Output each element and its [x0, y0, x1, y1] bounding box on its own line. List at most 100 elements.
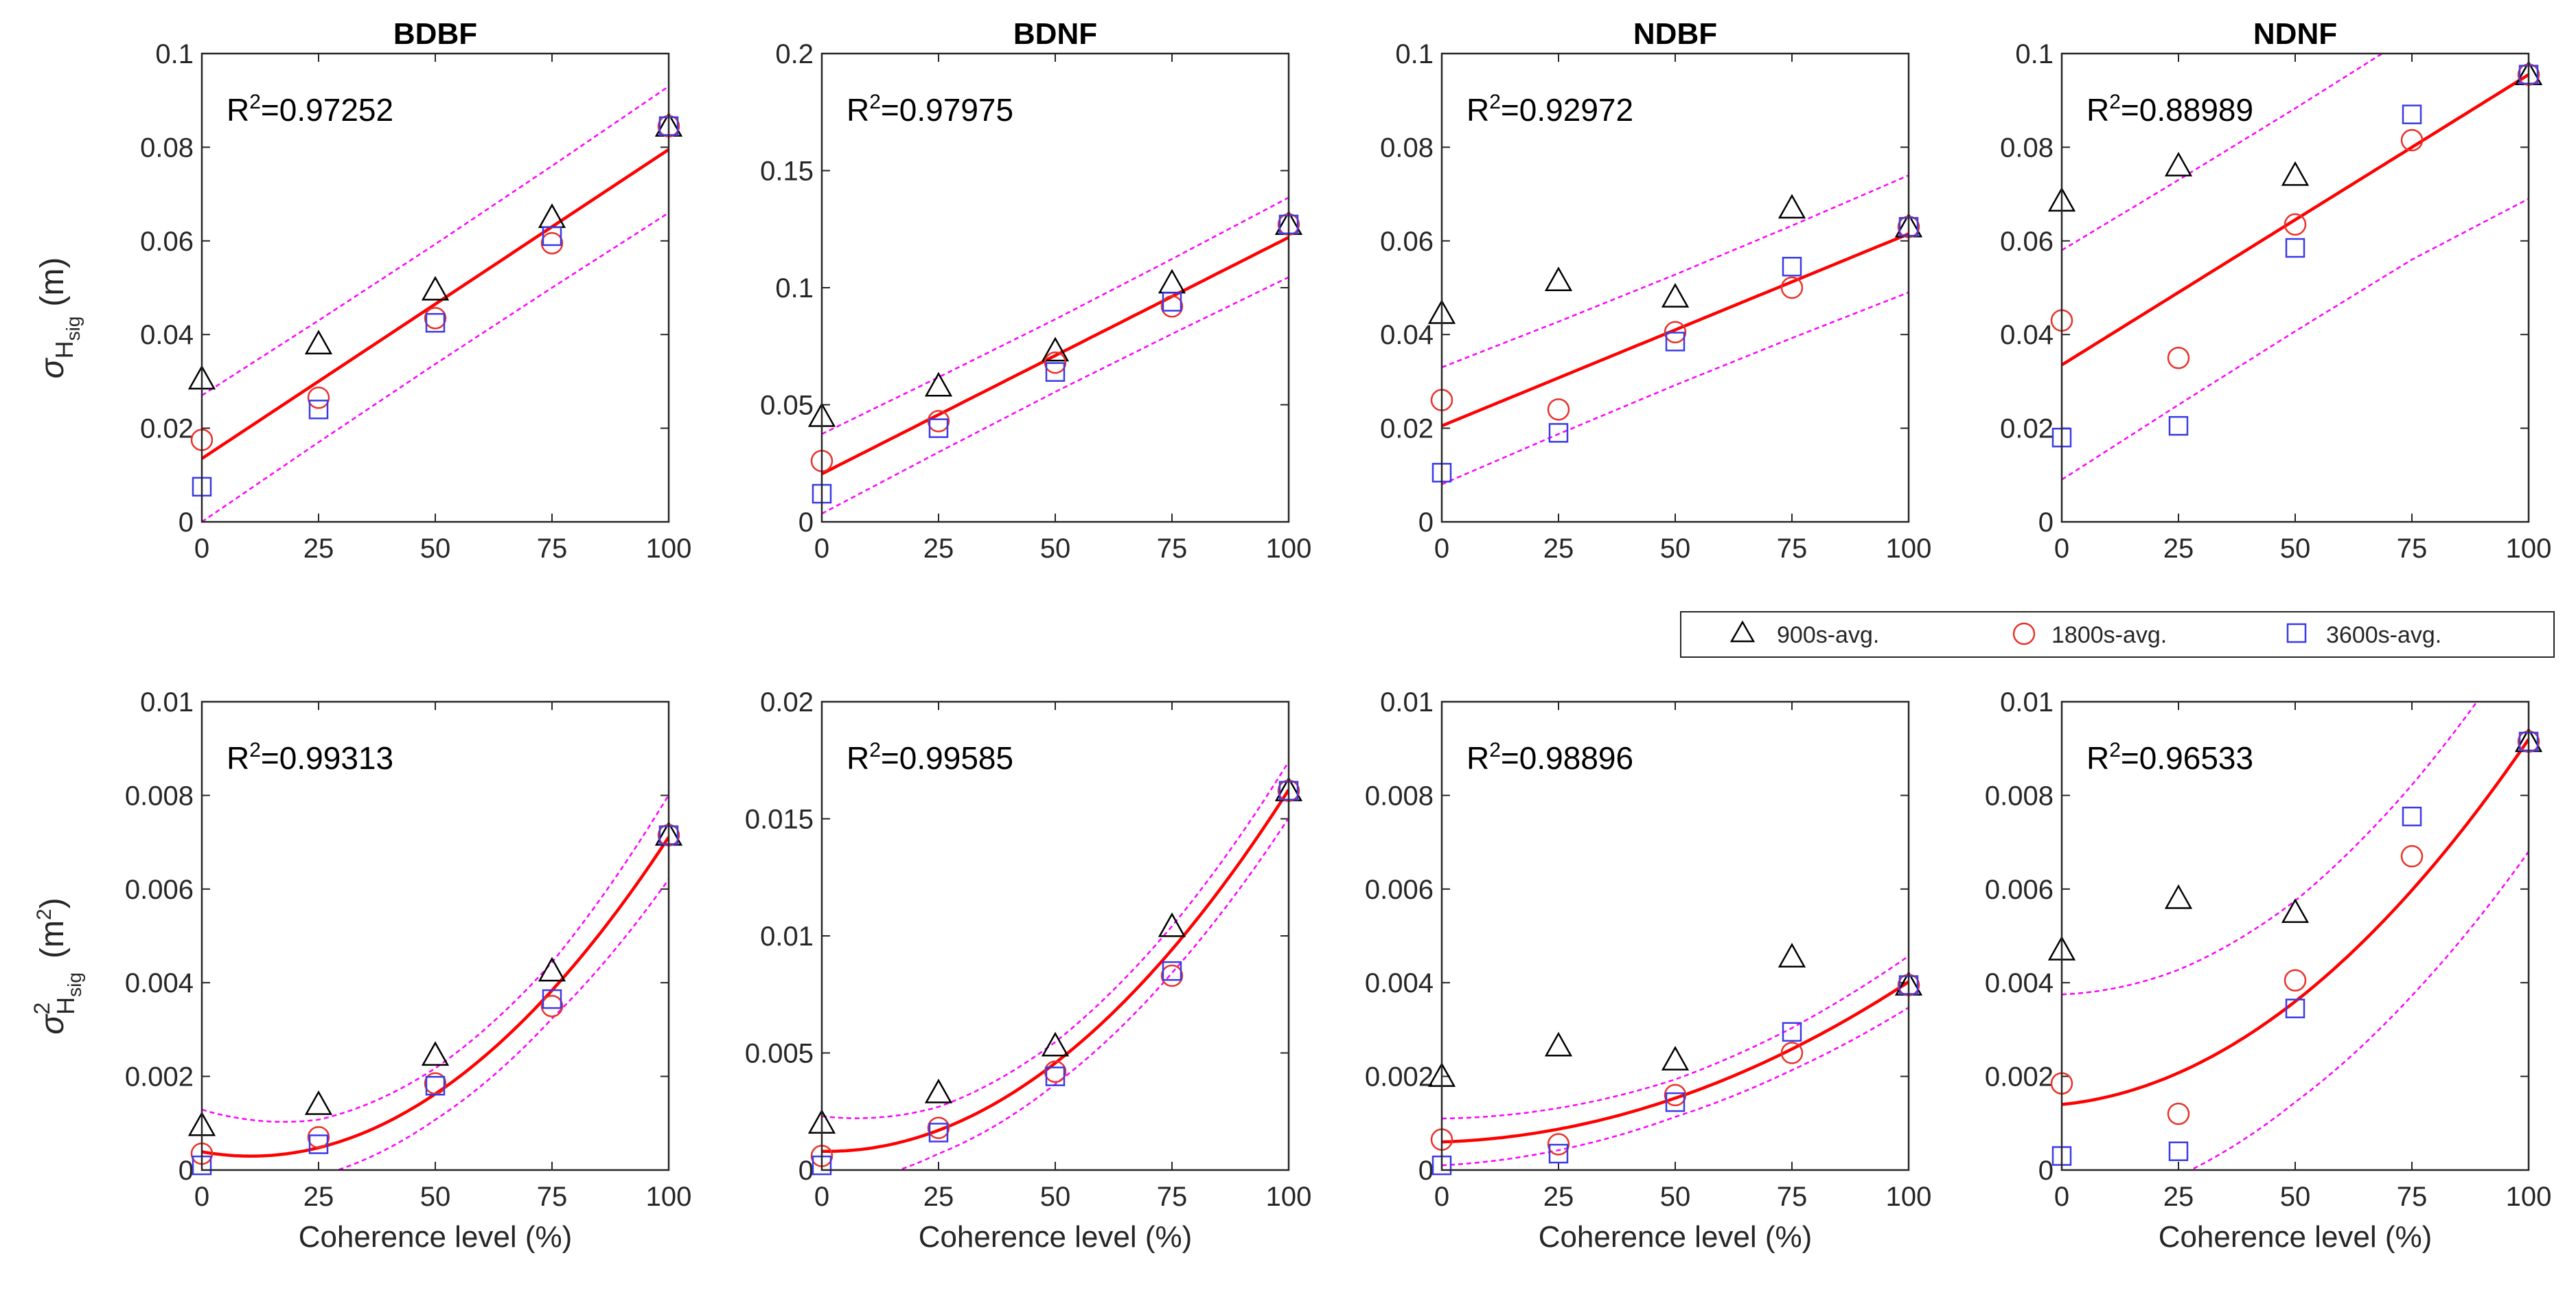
fit-line [2062, 738, 2529, 1106]
r-squared-value: =0.88989 [2121, 92, 2253, 128]
r-squared-value: =0.99313 [261, 740, 393, 776]
point-3600s [928, 418, 949, 438]
ylabel-bottom-unit: (m [34, 920, 71, 959]
point-3600s [2168, 1141, 2189, 1161]
y-tick-label: 0.04 [140, 320, 194, 350]
y-tick-label: 0.008 [1985, 781, 2054, 811]
r-squared-sup: 2 [869, 739, 881, 761]
x-tick-label: 100 [646, 1182, 692, 1212]
legend-marker-triangle [1729, 620, 1756, 643]
point-3600s [308, 1134, 329, 1154]
point-3600s [1162, 961, 1182, 981]
point-3600s [542, 226, 562, 247]
legend-marker-circle [2012, 622, 2036, 645]
panel-title: BDNF [1013, 17, 1097, 51]
x-tick-label: 75 [537, 534, 568, 564]
x-tick-label: 0 [194, 534, 209, 564]
point-3600s [1045, 1066, 1066, 1086]
r-squared-value: =0.98896 [1501, 740, 1633, 776]
plot-frame [200, 700, 670, 1171]
r-squared-label: R2=0.96533 [2086, 739, 2253, 776]
r-squared-label: R2=0.92972 [1467, 91, 1633, 128]
point-900s [2281, 898, 2310, 924]
x-tick-label: 50 [1040, 534, 1071, 564]
point-3600s [1045, 362, 1066, 382]
point-1800s [2284, 969, 2307, 992]
y-tick-label: 0.01 [1380, 687, 1434, 718]
y-tick-label: 0.006 [1985, 875, 2054, 905]
plot-frame [2060, 52, 2530, 523]
panel-title: NDBF [1633, 17, 1717, 51]
x-axis-label: Coherence level (%) [1539, 1220, 1813, 1254]
point-900s [924, 371, 953, 397]
ylabel-bottom-subsub: sig [64, 972, 85, 997]
r-squared-sup: 2 [1489, 739, 1501, 761]
ylabel-bottom-unit-sup: 2 [33, 908, 56, 920]
lower-bound-line [2062, 198, 2529, 481]
x-tick-label: 50 [1660, 1182, 1691, 1212]
r-squared-sup: 2 [869, 91, 881, 113]
x-tick-label: 50 [2280, 534, 2311, 564]
upper-bound-line [2062, 54, 2384, 251]
point-900s [1661, 283, 1690, 308]
r-squared-prefix: R [1467, 92, 1489, 128]
r-squared-label: R2=0.99313 [227, 739, 393, 776]
point-900s [1778, 194, 1806, 219]
fit-line [202, 836, 669, 1158]
y-tick-label: 0.002 [125, 1062, 194, 1092]
point-3600s [2402, 806, 2422, 827]
r-squared-value: =0.96533 [2121, 740, 2253, 776]
x-tick-label: 0 [814, 1182, 829, 1212]
point-3600s [2402, 104, 2422, 124]
x-tick-label: 50 [1660, 534, 1691, 564]
ylabel-top-subsub: sig [62, 317, 84, 341]
y-tick-label: 0 [179, 507, 194, 538]
fit-line [202, 148, 669, 460]
x-tick-label: 100 [2506, 534, 2552, 564]
r-squared-label: R2=0.99585 [847, 739, 1013, 776]
r-squared-prefix: R [1467, 740, 1489, 776]
x-tick-label: 0 [1434, 534, 1449, 564]
fit-group [202, 85, 669, 522]
x-tick-label: 25 [923, 1182, 954, 1212]
y-tick-label: 0 [1418, 1156, 1434, 1186]
y-tick-label: 0.02 [760, 687, 814, 718]
x-tick-label: 75 [1777, 534, 1808, 564]
point-1800s [2167, 1102, 2190, 1125]
point-1800s [424, 1072, 447, 1095]
x-tick-label: 25 [303, 1182, 334, 1212]
markers-group [1427, 194, 1923, 483]
y-tick-label: 0.006 [1365, 875, 1434, 905]
ylabel-top-unit: (m) [34, 257, 71, 307]
fit-group [1442, 955, 1909, 1167]
point-3600s [1665, 1092, 1686, 1112]
r-squared-sup: 2 [249, 91, 261, 113]
r-squared-label: R2=0.97975 [847, 91, 1013, 128]
upper-bound-line [822, 761, 1289, 1119]
r-squared-prefix: R [227, 740, 249, 776]
fit-line [2062, 73, 2529, 367]
markers-group [187, 821, 683, 1176]
r-squared-value: =0.97975 [881, 92, 1013, 128]
x-tick-label: 100 [1886, 1182, 1932, 1212]
panel-1: 0 25 50 75 100 0 0.02 0.04 0.06 0.08 0.1 R2=0.97252… [140, 17, 691, 564]
x-tick-label: 100 [646, 534, 692, 564]
x-tick-label: 25 [1543, 1182, 1574, 1212]
x-tick-label: 75 [2397, 1182, 2428, 1212]
point-3600s [1782, 1022, 1802, 1042]
fit-line [1442, 980, 1909, 1144]
y-tick-label: 0.08 [1380, 133, 1434, 163]
ylabel-top-sub: H [50, 341, 78, 358]
y-tick-label: 0.04 [2000, 320, 2054, 350]
point-900s [421, 1041, 450, 1066]
point-1800s [2167, 347, 2190, 369]
x-tick-label: 100 [1886, 534, 1932, 564]
panel-6: 0 25 50 75 100 0 0.005 0.01 0.015 0.02 R2=0.99585 C… [745, 687, 1311, 1254]
r-squared-prefix: R [847, 92, 869, 128]
x-tick-label: 100 [1266, 1182, 1312, 1212]
markers-group [807, 777, 1303, 1176]
x-axis-label: Coherence level (%) [299, 1220, 573, 1254]
r-squared-prefix: R [2086, 92, 2109, 128]
r-squared-label: R2=0.88989 [2086, 91, 2253, 128]
